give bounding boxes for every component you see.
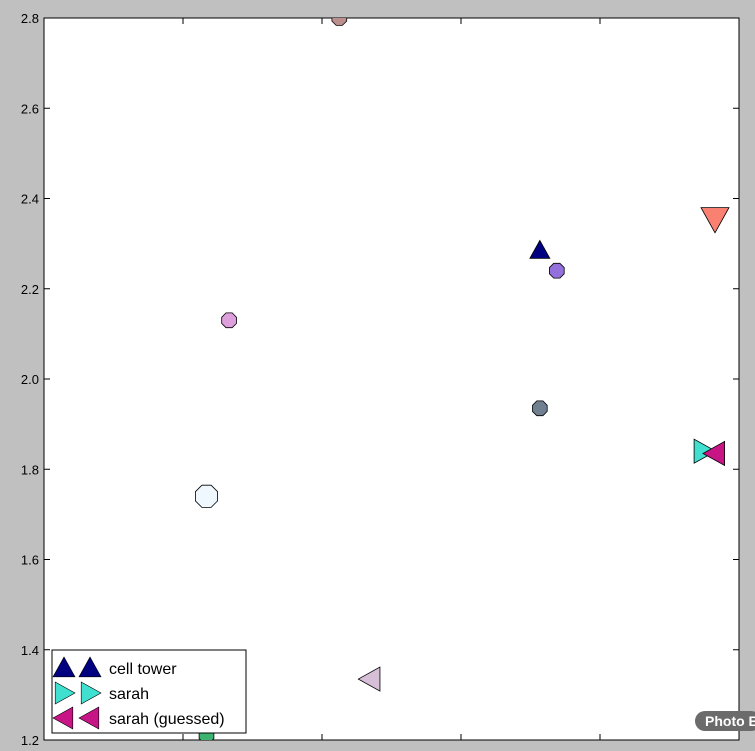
data-point xyxy=(221,312,237,329)
data-point xyxy=(549,262,565,279)
legend-marker xyxy=(78,656,102,678)
data-point xyxy=(532,400,548,417)
data-point xyxy=(693,438,717,464)
y-tick-label: 2.2 xyxy=(21,282,39,297)
legend-marker xyxy=(52,706,74,730)
y-tick-label: 2.0 xyxy=(21,372,39,387)
legend-label: sarah xyxy=(109,686,149,703)
y-tick-label: 2.8 xyxy=(21,11,39,26)
y-axis: 1.2 1.4 1.6 1.8 2.0 2.2 2.4 2.6 2.8 xyxy=(21,11,739,748)
data-point xyxy=(700,207,730,234)
data-point xyxy=(331,18,348,26)
legend-label: cell tower xyxy=(109,661,177,678)
data-point xyxy=(194,484,219,508)
legend: cell tower sarah sarah (guessed) xyxy=(51,649,247,734)
photo-booth-badge: Photo Booth xyxy=(695,711,755,731)
legend-marker xyxy=(54,681,76,705)
legend-marker xyxy=(78,706,100,730)
data-point xyxy=(357,666,381,692)
y-tick-label: 1.4 xyxy=(21,643,39,658)
y-tick-label: 2.4 xyxy=(21,192,39,207)
x-axis xyxy=(182,18,601,740)
plot-area xyxy=(43,17,740,741)
data-point xyxy=(702,440,725,467)
y-tick-label: 2.6 xyxy=(21,101,39,116)
y-tick-label: 1.6 xyxy=(21,553,39,568)
data-points xyxy=(194,18,730,740)
y-tick-label: 1.2 xyxy=(21,733,39,746)
data-point xyxy=(529,239,551,259)
legend-marker xyxy=(52,656,76,678)
legend-label: sarah (guessed) xyxy=(109,711,225,728)
y-tick-label: 1.8 xyxy=(21,462,39,477)
legend-marker xyxy=(80,681,102,705)
